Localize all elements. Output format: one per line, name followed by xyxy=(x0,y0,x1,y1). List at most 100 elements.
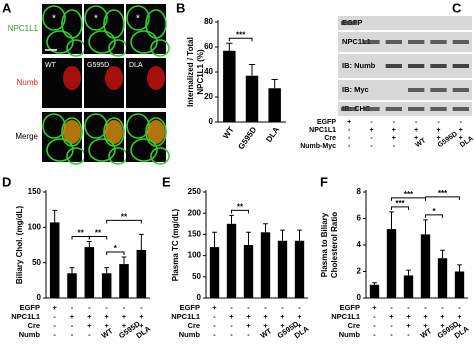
condition-cell: + xyxy=(139,321,144,330)
numb-signal xyxy=(147,120,165,144)
significance-bracket xyxy=(228,37,253,42)
y-tick-label: 200 xyxy=(188,208,202,217)
bar xyxy=(268,88,281,122)
condition-label: EGFP xyxy=(340,303,360,312)
y-tick-label: 60 xyxy=(204,42,213,51)
error-bar xyxy=(423,219,428,235)
error-bar xyxy=(229,214,234,224)
condition-cell: + xyxy=(436,127,440,134)
condition-cell: + xyxy=(459,135,463,142)
band xyxy=(430,88,447,92)
column-label: WT xyxy=(45,62,57,69)
condition-cell: - xyxy=(390,303,393,312)
y-axis-label: NPC1L1 (%) xyxy=(196,49,205,95)
y-tick-label: 100 xyxy=(28,222,42,231)
condition-cell: + xyxy=(297,312,302,321)
bar xyxy=(277,240,288,298)
panel-letter: F xyxy=(320,174,328,189)
significance-bracket xyxy=(106,219,142,224)
condition-cell: - xyxy=(247,330,250,339)
condition-cell: WT xyxy=(259,326,274,340)
cell-mark: * xyxy=(136,14,140,25)
error-bar xyxy=(69,267,75,274)
condition-cell: + xyxy=(389,312,394,321)
error-bar xyxy=(406,269,411,276)
bar xyxy=(243,245,254,298)
cell-outline xyxy=(126,5,150,31)
band xyxy=(363,40,380,44)
condition-label: Numb xyxy=(179,330,201,339)
significance-label: *** xyxy=(404,190,414,199)
band xyxy=(452,107,469,111)
condition-cell: + xyxy=(263,321,268,330)
condition-cell: + xyxy=(440,312,445,321)
y-tick-label: 50 xyxy=(192,272,201,281)
condition-cell: - xyxy=(53,321,56,330)
cell-outline xyxy=(130,30,158,54)
condition-cell: - xyxy=(123,303,126,312)
condition-cell: + xyxy=(87,312,92,321)
condition-cell: - xyxy=(407,330,410,339)
condition-cell: + xyxy=(414,127,418,134)
condition-label: EGFP xyxy=(180,303,200,312)
condition-cell: + xyxy=(440,321,445,330)
condition-cell: - xyxy=(53,330,56,339)
blot-label: NPC1L1 xyxy=(342,37,371,46)
significance-bracket xyxy=(391,206,409,210)
condition-cell: - xyxy=(393,143,396,150)
cell-outline xyxy=(88,30,116,54)
cell-outline xyxy=(46,138,74,162)
condition-cell: - xyxy=(88,330,91,339)
condition-label: NPC1L1 xyxy=(309,127,336,134)
y-tick-label: 50 xyxy=(32,258,41,267)
error-bar xyxy=(226,42,233,51)
condition-label: EGFP xyxy=(20,303,40,312)
condition-cell: - xyxy=(230,330,233,339)
numb-signal xyxy=(147,66,165,90)
significance-bracket xyxy=(88,235,108,240)
significance-label: *** xyxy=(395,199,405,208)
condition-cell: - xyxy=(348,135,351,142)
condition-cell: - xyxy=(370,135,373,142)
bar xyxy=(136,249,147,298)
condition-cell: + xyxy=(392,135,396,142)
band xyxy=(408,88,425,92)
error-bar xyxy=(297,229,302,241)
error-bar xyxy=(138,233,144,250)
numb-signal xyxy=(63,120,81,144)
bar xyxy=(119,264,129,298)
y-tick-label: 4 xyxy=(357,240,362,249)
significance-label: ** xyxy=(237,202,244,211)
significance-label: ** xyxy=(78,229,85,238)
bar xyxy=(369,284,380,298)
row-label: NPC1L1 xyxy=(8,24,39,33)
blot-label: IB: Myc xyxy=(342,85,369,94)
condition-label: NPC1L1 xyxy=(171,312,200,321)
condition-cell: + xyxy=(122,312,127,321)
panel-letter: D xyxy=(2,174,11,189)
bar xyxy=(49,222,60,298)
bar xyxy=(226,223,237,298)
condition-cell: - xyxy=(213,312,216,321)
condition-cell: WT xyxy=(419,326,434,340)
blot xyxy=(338,80,472,100)
column-label: G595D xyxy=(87,62,109,69)
y-tick-label: 0 xyxy=(209,117,214,126)
band xyxy=(452,40,469,44)
significance-bracket xyxy=(231,209,249,214)
panel-letter: C xyxy=(452,0,462,15)
bar xyxy=(84,247,95,298)
band xyxy=(430,107,447,111)
y-axis-label: Biliary Chol. (mg/dL) xyxy=(15,206,24,285)
condition-cell: - xyxy=(230,303,233,312)
condition-cell: - xyxy=(88,303,91,312)
cell-mark: * xyxy=(94,14,98,25)
row-label: Merge xyxy=(15,132,38,141)
condition-cell: - xyxy=(407,303,410,312)
condition-label: Numb xyxy=(19,330,41,339)
column-label: DLA xyxy=(129,62,143,69)
bar xyxy=(223,50,236,122)
condition-cell: + xyxy=(280,321,285,330)
significance-label: ** xyxy=(121,213,128,222)
condition-cell: - xyxy=(247,303,250,312)
